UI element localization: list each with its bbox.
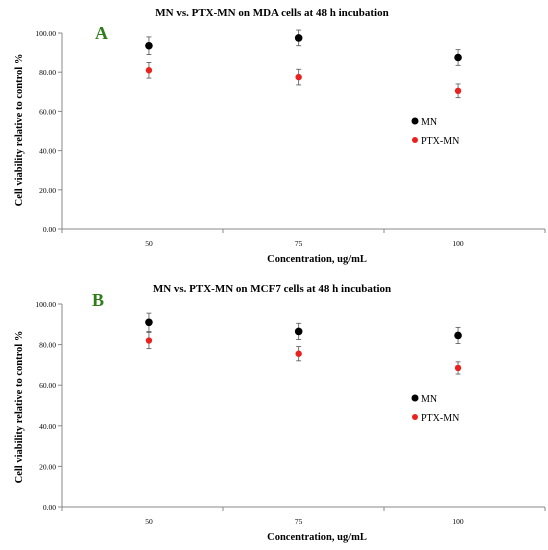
x-tick-label: 100	[452, 239, 464, 248]
legend-label-mn: MN	[421, 117, 437, 128]
y-tick-label: 40.00	[39, 422, 56, 431]
legend-label-ptx-mn: PTX-MN	[421, 136, 459, 147]
chart-title: MN vs. PTX-MN on MCF7 cells at 48 h incu…	[153, 283, 391, 295]
x-tick-label: 75	[295, 239, 303, 248]
data-point-mn	[454, 53, 462, 62]
panel-b: MN vs. PTX-MN on MCF7 cells at 48 h incu…	[14, 283, 546, 543]
x-axis-label: Concentration, ug/mL	[267, 532, 367, 543]
data-point-mn	[145, 41, 153, 50]
y-tick-label: 100.00	[35, 29, 56, 38]
legend-label-mn: MN	[421, 394, 437, 405]
legend-marker-ptx-mn	[412, 137, 418, 143]
y-tick-label: 80.00	[39, 341, 56, 350]
x-tick-label: 100	[452, 517, 464, 526]
y-tick-label: 60.00	[39, 107, 56, 116]
chart-title: MN vs. PTX-MN on MDA cells at 48 h incub…	[155, 7, 388, 19]
panel-label: A	[95, 23, 108, 43]
legend-marker-ptx-mn	[412, 414, 418, 420]
data-point-ptx-mn	[295, 350, 302, 357]
plot-area: 0.00 20.00 40.00 60.00 80.00 100.00 50 75 100	[35, 300, 546, 526]
y-tick-label: 20.00	[39, 462, 56, 471]
legend-marker-mn	[411, 394, 419, 402]
x-tick-label: 50	[145, 239, 153, 248]
y-tick-label: 100.00	[35, 300, 56, 309]
y-tick-label: 60.00	[39, 381, 56, 390]
data-point-ptx-mn	[145, 337, 153, 344]
legend-marker-mn	[411, 117, 419, 125]
data-point-ptx-mn	[145, 67, 153, 74]
legend-label-ptx-mn: PTX-MN	[421, 413, 459, 424]
data-point-mn	[454, 331, 462, 340]
data-point-mn	[294, 327, 303, 336]
plot-area: 0.00 20.00 40.00 60.00 80.00 100.00 50 75 100	[35, 29, 546, 248]
x-tick-label: 75	[295, 517, 303, 526]
data-point-mn	[294, 34, 303, 42]
panel-label: B	[92, 290, 104, 310]
x-axis-label: Concentration, ug/mL	[267, 254, 367, 265]
x-tick-label: 50	[145, 517, 153, 526]
y-axis-label: Cell viability relative to control %	[14, 331, 25, 484]
y-tick-label: 20.00	[39, 186, 56, 195]
legend: MN PTX-MN	[411, 117, 459, 147]
data-point-ptx-mn	[454, 364, 462, 372]
y-tick-label: 40.00	[39, 147, 56, 156]
y-tick-label: 0.00	[43, 225, 56, 234]
y-tick-label: 0.00	[43, 503, 56, 512]
panel-a: MN vs. PTX-MN on MDA cells at 48 h incub…	[14, 7, 546, 265]
y-axis-label: Cell viability relative to control %	[14, 54, 25, 207]
data-point-mn	[145, 318, 153, 327]
data-point-ptx-mn	[295, 73, 302, 81]
legend: MN PTX-MN	[411, 394, 459, 424]
data-point-ptx-mn	[454, 87, 462, 95]
y-tick-label: 80.00	[39, 68, 56, 77]
